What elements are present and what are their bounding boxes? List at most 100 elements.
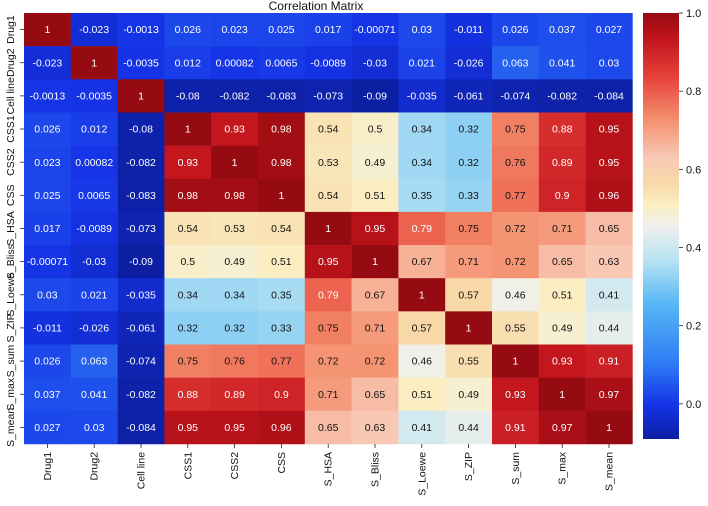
heatmap-cell-12-2 [117, 410, 165, 445]
cell-annotation: 0.91 [599, 356, 620, 368]
cell-annotation: 0.03 [599, 57, 620, 69]
heatmap-cell-5-6 [304, 178, 352, 213]
heatmap-cell-2-11 [538, 79, 586, 113]
heatmap-cell-6-7 [351, 211, 399, 246]
heatmap-cell-3-7 [351, 112, 399, 146]
cell-annotation: 0.63 [599, 256, 620, 268]
heatmap-cell-6-9 [445, 211, 493, 246]
heatmap-cell-4-0 [24, 145, 72, 180]
heatmap-cell-0-0 [24, 13, 72, 47]
heatmap-cell-11-4 [211, 377, 259, 412]
cell-annotation: 0.53 [224, 223, 245, 235]
heatmap-cell-6-0 [24, 211, 72, 246]
heatmap-cell-10-11 [538, 344, 586, 378]
cell-annotation: 0.51 [365, 190, 386, 202]
cell-annotation: -0.0013 [123, 24, 159, 36]
heatmap-cell-2-12 [585, 79, 633, 113]
cell-annotation: 0.33 [458, 190, 479, 202]
heatmap-cell-4-6 [304, 145, 352, 180]
heatmap-cell-4-5 [258, 145, 306, 180]
cell-annotation: 0.41 [412, 422, 433, 434]
heatmap-cell-11-10 [492, 377, 540, 412]
y-tick-label: Cell line [5, 77, 17, 115]
cell-annotation: 0.72 [365, 356, 386, 368]
heatmap-cell-6-12 [585, 211, 633, 246]
cell-annotation: 0.03 [84, 422, 105, 434]
cell-annotation: 0.54 [178, 223, 199, 235]
x-tick-label: Cell line [136, 452, 148, 490]
heatmap-cell-7-9 [445, 245, 493, 279]
cell-annotation: -0.09 [129, 256, 153, 268]
cell-annotation: 0.041 [81, 389, 107, 401]
heatmap-cell-7-3 [164, 245, 212, 279]
heatmap-cell-10-5 [258, 344, 306, 378]
heatmap-cell-3-11 [538, 112, 586, 146]
cell-annotation: 0.49 [458, 389, 479, 401]
heatmap-cell-7-4 [211, 245, 259, 279]
cell-annotation: -0.083 [267, 90, 297, 102]
colorbar-tick-label: 0.6 [686, 164, 701, 176]
cell-annotation: 0.98 [178, 190, 199, 202]
heatmap-cell-1-1 [70, 46, 118, 80]
heatmap-cell-2-9 [445, 79, 493, 113]
cell-annotation: -0.011 [454, 24, 483, 36]
cell-annotation: -0.08 [176, 90, 200, 102]
y-tick-label: S_sum [5, 344, 17, 377]
x-tick-label: S_max [557, 451, 569, 484]
x-tick-label: S_Bliss [370, 452, 382, 487]
cell-annotation: -0.023 [33, 57, 63, 69]
heatmap-cell-12-12 [585, 410, 633, 445]
cell-annotation: 1 [185, 124, 191, 136]
heatmap-cell-5-3 [164, 178, 212, 213]
cell-annotation: 1 [372, 256, 378, 268]
heatmap-cell-2-4 [211, 79, 259, 113]
cell-annotation: 0.0065 [78, 190, 110, 202]
heatmap-cell-4-1 [70, 145, 118, 180]
heatmap-cell-6-5 [258, 211, 306, 246]
heatmap-cell-5-11 [538, 178, 586, 213]
heatmap-cell-8-4 [211, 278, 259, 312]
colorbar-gradient [643, 13, 679, 439]
x-tick-label: Drug2 [89, 452, 101, 481]
heatmap-cell-1-12 [585, 46, 633, 80]
cell-annotation: -0.0013 [30, 90, 66, 102]
heatmap-cell-7-5 [258, 245, 306, 279]
heatmap-cell-9-4 [211, 311, 259, 345]
cell-annotation: -0.0035 [76, 90, 112, 102]
x-tick-label: S_mean [604, 452, 616, 491]
heatmap-cell-1-9 [445, 46, 493, 80]
colorbar-tick-label: 0.4 [686, 243, 701, 255]
cell-annotation: 0.46 [412, 356, 433, 368]
heatmap-cell-12-4 [211, 410, 259, 445]
cell-annotation: 0.5 [368, 124, 383, 136]
cell-annotation: 0.98 [271, 124, 292, 136]
cell-annotation: 0.026 [34, 356, 60, 368]
heatmap-cell-11-2 [117, 377, 165, 412]
heatmap-cell-9-1 [70, 311, 118, 345]
cell-annotation: 0.037 [34, 389, 60, 401]
heatmap-cell-9-7 [351, 311, 399, 345]
colorbar: 0.0 0.2 0.4 0.6 0.8 1.0 [643, 8, 701, 439]
cell-annotation: 0.54 [318, 124, 339, 136]
y-tick-label: S_HSA [5, 211, 17, 245]
x-tick-label: S_HSA [323, 452, 335, 486]
cell-annotation: 0.75 [505, 124, 526, 136]
heatmap-cell-2-0 [24, 79, 72, 113]
heatmap-cell-8-10 [492, 278, 540, 312]
heatmap-cell-8-9 [445, 278, 493, 312]
heatmap-cell-0-6 [304, 13, 352, 47]
cell-annotation: -0.061 [454, 90, 484, 102]
heatmap-cell-1-2 [117, 46, 165, 80]
heatmap-cell-10-10 [492, 344, 540, 378]
heatmap-cell-11-5 [258, 377, 306, 412]
cell-annotation: 0.65 [365, 389, 386, 401]
cell-annotation: -0.08 [129, 124, 153, 136]
cell-annotation: 0.93 [224, 124, 245, 136]
heatmap-cell-8-3 [164, 278, 212, 312]
cell-annotation: 1 [419, 289, 425, 301]
heatmap-cell-11-9 [445, 377, 493, 412]
cell-annotation: 0.54 [271, 223, 292, 235]
heatmap-cell-5-0 [24, 178, 72, 213]
heatmap-cell-6-11 [538, 211, 586, 246]
heatmap-cell-4-4 [211, 145, 259, 180]
